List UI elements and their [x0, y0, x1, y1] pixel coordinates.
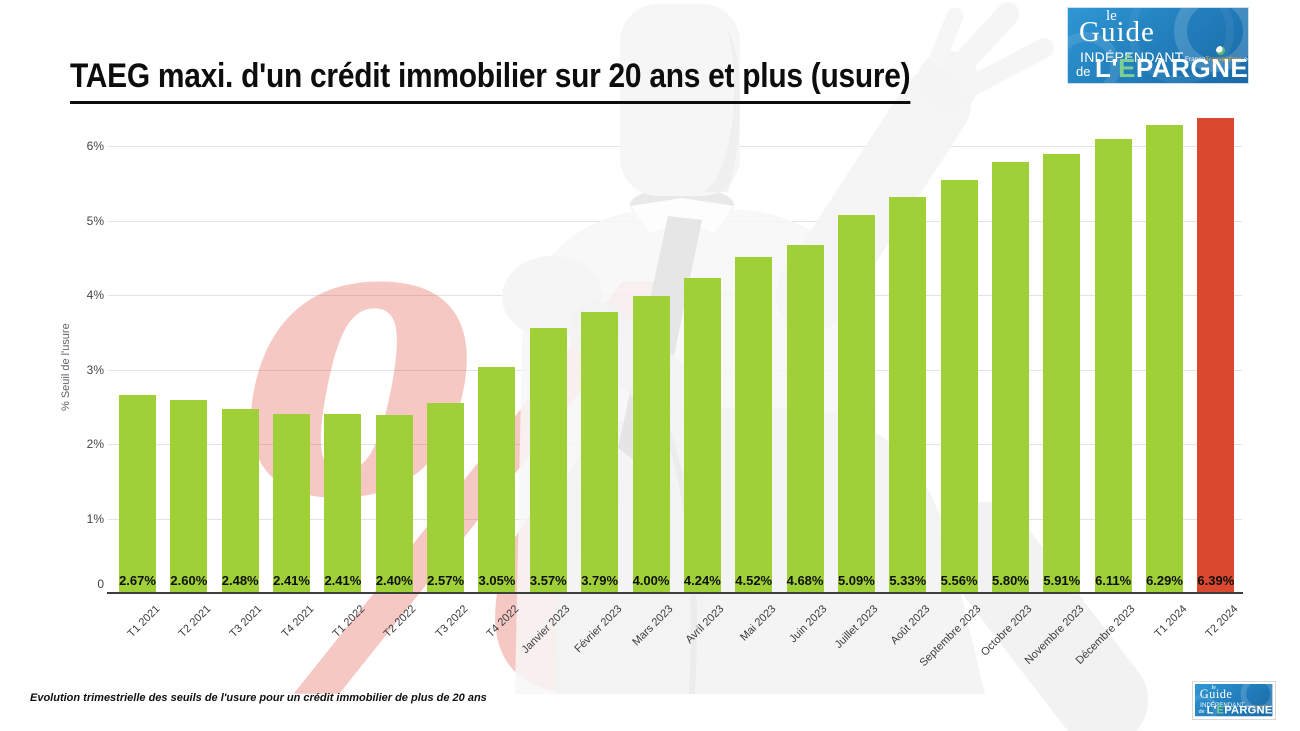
bar-value-label: 5.91%	[1043, 573, 1081, 588]
bar	[786, 245, 824, 594]
bar	[837, 214, 875, 594]
bar-value-label: 2.60%	[170, 573, 208, 588]
logo-word-guide: Guide	[1079, 16, 1155, 48]
logo-ring-decoration	[1195, 694, 1218, 717]
logo-word-independant: INDÉPENDANT	[1200, 701, 1245, 709]
bar	[529, 328, 567, 594]
logo-francetransactions: FranceTransactions.com	[1245, 704, 1273, 708]
bar-value-label: 2.41%	[324, 573, 362, 588]
bar-value-label: 5.80%	[992, 573, 1029, 588]
x-tick-label: T3 2022	[433, 603, 471, 641]
y-tick-label: 1%	[86, 511, 104, 526]
bar-value-label: 2.57%	[427, 573, 465, 588]
y-tick-label: 6%	[86, 139, 104, 153]
brand-logo-small: le Guide INDÉPENDANT FranceTransactions.…	[1195, 684, 1273, 717]
bar	[324, 414, 362, 594]
bar	[427, 402, 465, 594]
x-tick-label: T2 2022	[381, 603, 419, 641]
x-tick-label: T4 2021	[278, 603, 317, 641]
bar-highlighted	[1197, 117, 1235, 594]
x-axis-line	[107, 592, 1243, 594]
x-tick-label: Juillet 2023	[833, 603, 881, 651]
bar	[940, 179, 978, 594]
logo-ring-decoration	[1240, 684, 1273, 712]
bar-value-label: 2.41%	[273, 573, 310, 588]
bar	[375, 415, 413, 594]
page-title: TAEG maxi. d'un crédit immobilier sur 20…	[70, 57, 1025, 104]
bar	[273, 414, 311, 594]
y-tick-label: 2%	[86, 437, 104, 451]
x-tick-label: Avril 2023	[683, 603, 727, 646]
logo-word-de: de	[1076, 64, 1091, 79]
bar-value-label: 3.79%	[581, 573, 619, 588]
bar	[683, 278, 721, 594]
bar	[581, 311, 619, 594]
bar-value-label: 6.11%	[1095, 573, 1132, 588]
logo-word-epargne: L'ÉPARGNE	[1206, 703, 1273, 717]
bar-value-label: 2.40%	[375, 573, 413, 588]
bar-value-label: 2.48%	[221, 573, 259, 588]
x-tick-label: Août 2023	[888, 603, 933, 647]
logo-word-epargne: L'ÉPARGNE	[1095, 53, 1248, 83]
bar	[170, 400, 208, 594]
x-tick-label: T4 2022	[484, 603, 522, 641]
bar-value-label: 4.68%	[786, 573, 824, 588]
x-tick-label: Mars 2023	[630, 603, 676, 649]
bar-value-label: 6.29%	[1146, 573, 1183, 588]
x-tick-label: Mai 2023	[737, 603, 779, 644]
x-tick-label: Février 2023	[571, 603, 625, 656]
bar-value-label: 5.09%	[837, 573, 875, 588]
logo-word-independant: INDÉPENDANT	[1080, 49, 1184, 65]
brand-logo: le Guide INDÉPENDANT FranceTransactions.…	[1068, 8, 1248, 83]
y-tick-label: 3%	[86, 362, 104, 377]
x-tick-label: Janvier 2023	[519, 603, 573, 657]
x-tick-label: T2 2021	[176, 603, 214, 641]
x-tick-label: T1 2021	[124, 603, 162, 641]
x-tick-label: T1 2022	[330, 603, 368, 641]
logo-ring-decoration	[1068, 32, 1120, 83]
bar	[735, 257, 773, 594]
x-tick-label: T1 2024	[1151, 603, 1189, 641]
y-axis-title: % Seuil de l'usure	[60, 323, 72, 412]
x-tick-label: T2 2024	[1203, 603, 1241, 641]
bar-value-label: 5.33%	[889, 573, 927, 588]
x-tick-label: T3 2021	[227, 603, 265, 641]
logo-ring-decoration	[1128, 8, 1234, 83]
bar-value-label: 3.57%	[529, 573, 567, 588]
bar-value-label: 5.56%	[940, 573, 978, 588]
footer-caption: Evolution trimestrielle des seuils de l'…	[30, 692, 487, 704]
logo-word-de: de	[1198, 708, 1205, 715]
bar-value-label: 3.05%	[478, 573, 516, 588]
bar	[991, 161, 1029, 594]
y-tick-label: 5%	[86, 213, 104, 228]
francetransactions-icon	[1216, 46, 1225, 55]
logo-word-le: le	[1211, 684, 1216, 691]
logo-word-guide: Guide	[1199, 687, 1233, 702]
bar	[1094, 138, 1132, 594]
bar-value-label: 4.52%	[735, 573, 773, 588]
logo-word-le: le	[1106, 8, 1117, 24]
logo-francetransactions: FranceTransactions.com	[1185, 56, 1248, 63]
bar-value-label: 4.00%	[632, 573, 670, 588]
y-tick-label: 0	[97, 577, 104, 591]
bar	[221, 409, 259, 594]
x-tick-label: Octobre 2023	[979, 603, 1035, 659]
bar	[1043, 153, 1081, 594]
bar	[632, 296, 670, 594]
x-tick-label: Juin 2023	[787, 603, 830, 646]
brand-logo-small-inner: le Guide INDÉPENDANT FranceTransactions.…	[1195, 684, 1273, 717]
y-tick-label: 4%	[86, 288, 104, 302]
bar-value-label: 4.24%	[683, 573, 721, 588]
bar-value-label: 2.67%	[119, 573, 156, 588]
bar-value-label: 6.39%	[1197, 573, 1235, 588]
bar	[1146, 125, 1183, 594]
bar	[119, 395, 156, 594]
bar	[889, 196, 927, 594]
bar	[478, 366, 516, 594]
